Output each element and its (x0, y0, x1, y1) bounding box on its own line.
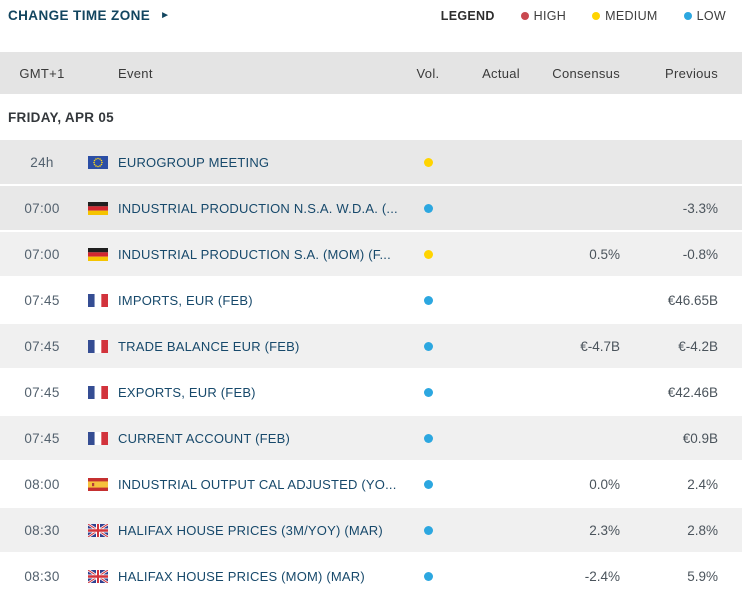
previous-value: €46.65B (667, 292, 718, 308)
event-time: 08:30 (24, 522, 60, 538)
de-flag-icon (84, 247, 114, 261)
event-row: 07:45 TRADE BALANCE EUR (FEB) €-4.7B €-4… (0, 324, 742, 368)
legend-item-medium: MEDIUM (592, 9, 658, 23)
event-row: 08:30 HALIFAX HOUSE PRICES (3M/YOY) (MAR… (0, 508, 742, 552)
gb-flag-icon (84, 569, 114, 583)
event-row: 07:45 CURRENT ACCOUNT (FEB) €0.9B (0, 416, 742, 460)
volatility-dot-icon (423, 479, 433, 489)
table-header-row: GMT+1 Event Vol. Actual Consensus Previo… (0, 52, 742, 94)
previous-value: -3.3% (682, 200, 718, 216)
column-header-vol: Vol. (416, 65, 440, 81)
previous-value: 2.4% (687, 476, 718, 492)
arrow-right-icon: ► (160, 10, 171, 21)
day-header: FRIDAY, APR 05 (8, 109, 114, 125)
event-time: 08:30 (24, 568, 60, 584)
legend-label-low: LOW (696, 9, 726, 23)
event-time: 07:45 (24, 292, 60, 308)
previous-value: 2.8% (687, 522, 718, 538)
event-name-link[interactable]: INDUSTRIAL OUTPUT CAL ADJUSTED (YO... (118, 476, 397, 492)
eu-flag-icon (84, 155, 114, 169)
event-time: 07:00 (24, 200, 60, 216)
fr-flag-icon (84, 339, 114, 353)
previous-value: -0.8% (682, 246, 718, 262)
event-name-link[interactable]: IMPORTS, EUR (FEB) (118, 292, 253, 308)
calendar-topbar: CHANGE TIME ZONE ► LEGEND HIGH MEDIUM LO… (0, 0, 742, 30)
event-time: 07:45 (24, 384, 60, 400)
event-name-link[interactable]: CURRENT ACCOUNT (FEB) (118, 430, 291, 446)
consensus-value: 0.5% (589, 246, 620, 262)
low-dot-icon (683, 12, 692, 20)
event-row: 07:00 INDUSTRIAL PRODUCTION S.A. (MOM) (… (0, 232, 742, 276)
previous-value: €0.9B (682, 430, 718, 446)
event-row: 07:45 EXPORTS, EUR (FEB) €42.46B (0, 370, 742, 414)
volatility-dot-icon (423, 525, 433, 535)
volatility-dot-icon (423, 341, 433, 351)
event-time: 24h (30, 154, 54, 170)
legend-label-high: HIGH (533, 9, 567, 23)
event-row: 08:30 HALIFAX HOUSE PRICES (MOM) (MAR) -… (0, 554, 742, 598)
change-time-zone-label: CHANGE TIME ZONE (8, 8, 151, 23)
event-name-link[interactable]: TRADE BALANCE EUR (FEB) (118, 338, 300, 354)
event-row: 08:00 INDUSTRIAL OUTPUT CAL ADJUSTED (YO… (0, 462, 742, 506)
medium-dot-icon (592, 12, 601, 20)
de-flag-icon (84, 201, 114, 215)
event-row: 07:45 IMPORTS, EUR (FEB) €46.65B (0, 278, 742, 322)
event-name-link[interactable]: EXPORTS, EUR (FEB) (118, 384, 256, 400)
column-header-consensus: Consensus (552, 65, 620, 81)
consensus-value: 0.0% (589, 476, 620, 492)
event-row: 24h EUROGROUP MEETING (0, 140, 742, 184)
consensus-value: 2.3% (589, 522, 620, 538)
event-row: 07:00 INDUSTRIAL PRODUCTION N.S.A. W.D.A… (0, 186, 742, 230)
legend-label-medium: MEDIUM (605, 9, 658, 23)
change-time-zone-button[interactable]: CHANGE TIME ZONE ► (8, 8, 170, 23)
volatility-dot-icon (423, 249, 433, 259)
previous-value: 5.9% (687, 568, 718, 584)
event-name-link[interactable]: HALIFAX HOUSE PRICES (3M/YOY) (MAR) (118, 522, 383, 538)
previous-value: €42.46B (667, 384, 718, 400)
volatility-dot-icon (423, 433, 433, 443)
column-header-previous: Previous (665, 65, 718, 81)
event-rows: 24h EUROGROUP MEETING 07:00 INDUSTRIAL P… (0, 140, 742, 598)
legend: LEGEND HIGH MEDIUM LOW (441, 8, 726, 23)
event-name-link[interactable]: INDUSTRIAL PRODUCTION N.S.A. W.D.A. (... (118, 200, 398, 216)
volatility-dot-icon (423, 571, 433, 581)
column-header-actual: Actual (482, 65, 520, 81)
fr-flag-icon (84, 385, 114, 399)
legend-item-high: HIGH (520, 9, 567, 23)
fr-flag-icon (84, 293, 114, 307)
consensus-value: €-4.7B (580, 338, 620, 354)
event-time: 07:45 (24, 430, 60, 446)
event-time: 08:00 (24, 476, 60, 492)
previous-value: €-4.2B (678, 338, 718, 354)
column-header-event: Event (118, 65, 153, 81)
gb-flag-icon (84, 523, 114, 537)
volatility-dot-icon (423, 387, 433, 397)
event-name-link[interactable]: EUROGROUP MEETING (118, 154, 270, 170)
fr-flag-icon (84, 431, 114, 445)
legend-item-low: LOW (683, 9, 726, 23)
volatility-dot-icon (423, 295, 433, 305)
event-time: 07:45 (24, 338, 60, 354)
es-flag-icon (84, 477, 114, 491)
volatility-dot-icon (423, 203, 433, 213)
event-time: 07:00 (24, 246, 60, 262)
consensus-value: -2.4% (584, 568, 620, 584)
event-name-link[interactable]: INDUSTRIAL PRODUCTION S.A. (MOM) (F... (118, 246, 391, 262)
event-name-link[interactable]: HALIFAX HOUSE PRICES (MOM) (MAR) (118, 568, 365, 584)
legend-title: LEGEND (440, 9, 495, 23)
volatility-dot-icon (423, 157, 433, 167)
high-dot-icon (520, 12, 529, 20)
column-header-time: GMT+1 (19, 65, 65, 81)
